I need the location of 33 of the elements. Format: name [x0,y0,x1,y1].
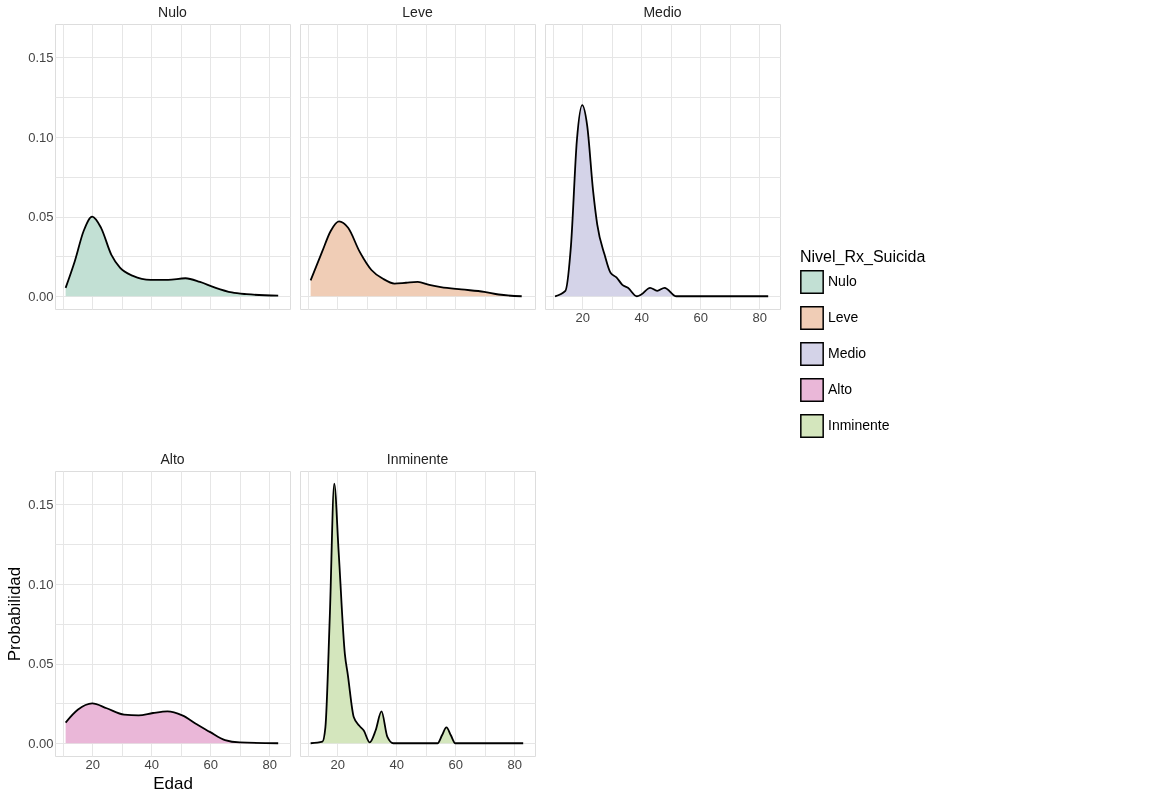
x-tick-label: 40 [389,756,404,772]
chart-title: Medio [643,4,682,20]
x-tick-label: 60 [693,309,709,325]
y-tick-label: 0.15 [28,49,54,65]
x-tick-label: 40 [144,756,159,772]
x-tick-label: 80 [262,756,278,772]
text: Leve [828,309,859,325]
x-tick-label: 20 [575,309,590,325]
x-tick-label: 80 [752,309,768,325]
x-tick-label: 80 [507,756,523,772]
x-tick-label: 60 [448,756,464,772]
y-axis-title: Probabilidad [5,566,25,662]
x-tick-label: 20 [330,756,345,772]
chart-title: Alto [160,451,185,467]
y-tick-label: 0.15 [28,496,54,512]
text: Inminente [828,417,890,433]
text: Alto [828,381,853,397]
y-tick-label: 0.00 [28,288,54,304]
chart-title: Inminente [386,451,449,467]
chart-title: Leve [402,4,433,20]
chart-title: Nulo [158,4,188,20]
text: Medio [828,345,867,361]
x-tick-label: 20 [85,756,100,772]
legend-title: Nivel_Rx_Suicida [800,248,926,266]
x-tick-label: 60 [203,756,219,772]
x-axis-title: Edad [153,773,193,791]
y-tick-label: 0.05 [28,656,54,672]
y-tick-label: 0.05 [28,209,54,225]
y-tick-label: 0.00 [28,735,54,751]
x-tick-label: 40 [634,309,649,325]
y-tick-label: 0.10 [28,576,54,592]
y-tick-label: 0.10 [28,129,54,145]
legend-label: Nulo [828,273,858,289]
